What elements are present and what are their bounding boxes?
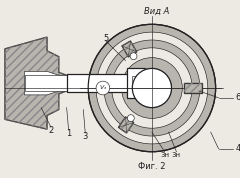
Circle shape xyxy=(127,115,134,122)
Polygon shape xyxy=(127,68,145,98)
Circle shape xyxy=(132,68,172,108)
Circle shape xyxy=(121,58,182,118)
Polygon shape xyxy=(5,37,67,129)
Text: Вид А: Вид А xyxy=(144,7,169,16)
Text: 3н: 3н xyxy=(160,152,169,158)
Text: $V_з$: $V_з$ xyxy=(99,83,107,92)
Text: 6: 6 xyxy=(235,93,240,102)
Polygon shape xyxy=(24,75,67,91)
Text: 3: 3 xyxy=(83,132,88,141)
Text: 5: 5 xyxy=(103,33,108,43)
Polygon shape xyxy=(132,76,145,90)
Text: 2: 2 xyxy=(48,126,54,135)
Circle shape xyxy=(104,40,200,136)
Polygon shape xyxy=(184,83,202,93)
Polygon shape xyxy=(122,41,137,57)
Circle shape xyxy=(112,48,192,128)
Text: 4: 4 xyxy=(235,144,240,153)
Text: 3н: 3н xyxy=(172,152,181,158)
Text: 1: 1 xyxy=(66,129,71,138)
Text: Фиг. 2: Фиг. 2 xyxy=(138,162,166,171)
Circle shape xyxy=(96,32,208,144)
Polygon shape xyxy=(118,117,134,133)
Circle shape xyxy=(132,68,172,108)
Circle shape xyxy=(96,81,110,95)
Polygon shape xyxy=(67,74,145,84)
Polygon shape xyxy=(67,84,145,92)
Polygon shape xyxy=(67,74,145,92)
Polygon shape xyxy=(24,71,67,95)
Circle shape xyxy=(88,24,216,152)
Circle shape xyxy=(130,53,137,60)
